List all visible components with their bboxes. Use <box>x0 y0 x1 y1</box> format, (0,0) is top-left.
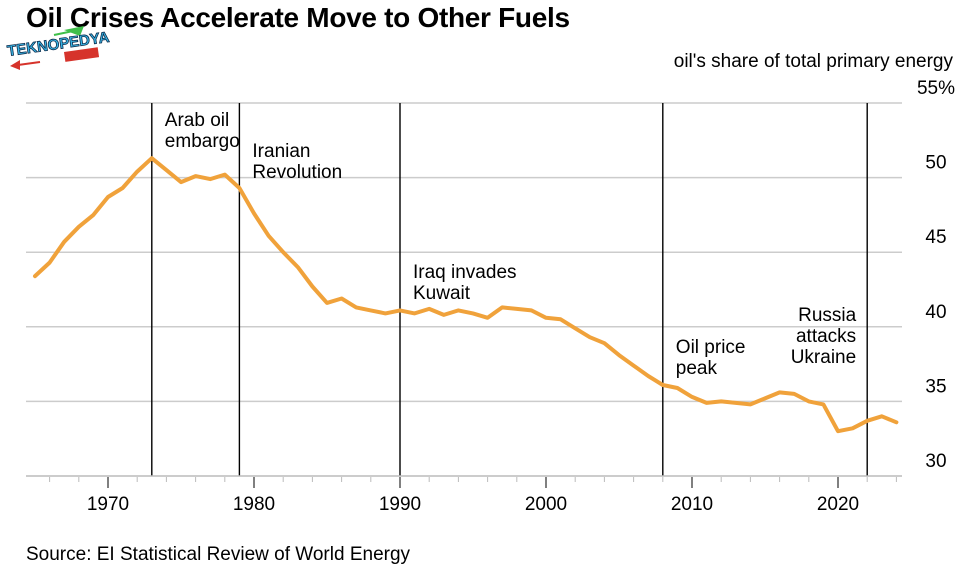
y-tick-label-55: 55% <box>917 78 955 99</box>
event-markers <box>151 103 868 476</box>
y-tick-label-40: 40 <box>925 302 946 323</box>
annotation-line: attacks <box>796 326 856 347</box>
x-tick-label-2020: 2020 <box>817 494 859 515</box>
x-axis: 1970 1980 1990 2000 2010 2020 <box>26 475 902 515</box>
annotation-1990: Iraq invades Kuwait <box>413 262 517 304</box>
series-layer <box>33 156 899 434</box>
gridlines <box>26 102 902 403</box>
x-tick-label-1980: 1980 <box>233 494 275 515</box>
annotation-line: Kuwait <box>413 283 471 304</box>
annotation-1979: Iranian Revolution <box>252 141 342 183</box>
annotation-line: peak <box>676 358 718 379</box>
y-tick-label-45: 45 <box>925 227 946 248</box>
annotation-line: Revolution <box>252 162 342 183</box>
x-tick-label-1970: 1970 <box>87 494 129 515</box>
source-note: Source: EI Statistical Review of World E… <box>26 544 411 565</box>
x-tick-label-2000: 2000 <box>525 494 567 515</box>
annotation-line: Ukraine <box>791 347 856 368</box>
y-axis-label: oil's share of total primary energy <box>673 51 953 72</box>
watermark-logo: TEKNOPEDYA <box>6 26 111 70</box>
y-tick-label-30: 30 <box>925 451 946 472</box>
chart-title: Oil Crises Accelerate Move to Other Fuel… <box>26 2 570 33</box>
annotation-line: Iraq invades <box>413 262 517 283</box>
annotation-2022: Russia attacks Ukraine <box>791 305 857 368</box>
annotation-line: embargo <box>165 131 240 152</box>
series-line-0 <box>33 156 899 434</box>
arrow-icon-green <box>53 26 84 36</box>
arrow-icon-red <box>10 60 41 70</box>
annotation-line: Russia <box>798 305 857 326</box>
x-tick-label-1990: 1990 <box>379 494 421 515</box>
y-tick-label-35: 35 <box>925 376 946 397</box>
x-tick-label-2010: 2010 <box>671 494 713 515</box>
annotation-line: Iranian <box>252 141 310 162</box>
annotation-line: Arab oil <box>165 110 229 131</box>
annotation-1973: Arab oil embargo <box>165 110 240 152</box>
annotations: Arab oil embargo Iranian Revolution Iraq inv… <box>165 110 857 379</box>
y-tick-label-50: 50 <box>925 153 946 174</box>
annotation-line: Oil price <box>676 337 746 358</box>
y-axis-ticks: 30 35 40 45 50 55% <box>917 78 955 472</box>
annotation-2008: Oil price peak <box>676 337 746 379</box>
